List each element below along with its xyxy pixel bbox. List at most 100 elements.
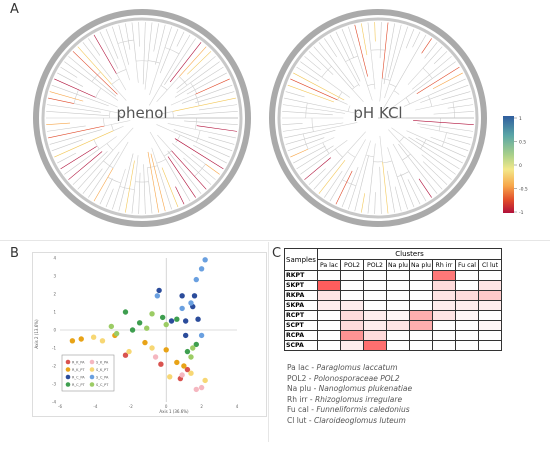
- pca-point: [190, 345, 196, 351]
- tree-branch: [82, 42, 113, 80]
- heatmap-cell: [363, 320, 387, 331]
- tree-branch: [148, 181, 153, 214]
- pca-point: [152, 354, 159, 360]
- tree-arc: [119, 186, 135, 190]
- pca-legend-marker: [65, 374, 71, 380]
- tree-branch: [48, 125, 105, 139]
- tree-arc: [365, 154, 374, 157]
- pca-point: [99, 338, 106, 344]
- tree-arc: [195, 94, 200, 106]
- tree-arc: [164, 47, 180, 55]
- tree-branch: [181, 84, 233, 104]
- pca-point: [188, 370, 194, 376]
- pca-xtick-label: -4: [93, 404, 97, 409]
- cluster-column-header: POL2: [363, 259, 387, 271]
- pca-point: [182, 318, 189, 324]
- tree-arc: [342, 179, 357, 187]
- pca-point: [159, 314, 166, 321]
- tree-branch: [88, 38, 101, 56]
- tree-branch: [46, 111, 109, 116]
- tree-branch: [138, 172, 141, 214]
- tree-branch: [191, 153, 206, 165]
- tree-branch: [125, 160, 135, 213]
- tree-branch: [186, 72, 227, 95]
- tree-branch: [452, 97, 472, 103]
- heatmap-cell: [455, 280, 479, 291]
- heatmap-cell: [409, 270, 433, 281]
- tree-branch: [300, 153, 330, 175]
- tree-branch: [348, 185, 357, 210]
- heatmap-row: RCPT: [284, 310, 502, 321]
- tree-branch: [379, 166, 382, 214]
- tree-arc: [382, 160, 393, 164]
- tree-branch: [324, 170, 343, 198]
- tree-branch: [419, 126, 447, 133]
- pca-point: [78, 336, 84, 342]
- abbreviation-legend: Pa lac - Paraglomus laccatum POL2 - Polon…: [287, 363, 412, 426]
- tree-branch: [148, 85, 162, 106]
- tree-branch: [64, 61, 93, 82]
- pca-point: [129, 327, 136, 333]
- tree-branch: [169, 42, 202, 83]
- tree-branch: [200, 130, 236, 139]
- tree-branch: [195, 91, 235, 103]
- tree-branch: [72, 151, 108, 185]
- abbreviation-code: Fu cal -: [287, 405, 317, 414]
- heatmap-cell: [432, 310, 456, 321]
- abbreviation-species: Polonosporaceae POL2: [313, 373, 400, 383]
- pca-ytick-label: -3: [52, 382, 56, 387]
- tree-branch: [118, 24, 130, 65]
- pca-legend-label: R_K_PA: [72, 360, 85, 364]
- tree-branch: [120, 168, 126, 184]
- tree-arc: [351, 84, 359, 90]
- tree-branch: [348, 111, 360, 115]
- tree-branch: [88, 151, 120, 198]
- tree-branch: [112, 182, 122, 210]
- pca-point: [179, 372, 185, 378]
- pca-point: [182, 332, 189, 339]
- panel-label-b: B: [10, 246, 19, 261]
- pca-point: [195, 316, 201, 322]
- tree-branch: [183, 157, 212, 185]
- tree-branch: [176, 82, 191, 94]
- pca-point: [198, 332, 205, 339]
- pca-point: [168, 318, 175, 324]
- pca-ylabel: Axis 2 (13.6%): [34, 319, 39, 349]
- tree-branch: [354, 139, 366, 158]
- tree-branch: [296, 66, 319, 82]
- pca-point: [108, 323, 115, 330]
- pca-ytick-label: 3: [53, 274, 56, 279]
- tree-branch: [367, 156, 375, 214]
- tree-branch: [282, 111, 333, 116]
- tree-branch: [415, 137, 463, 164]
- tree-branch: [68, 151, 103, 180]
- tree-branch: [184, 120, 238, 125]
- cluster-column-header: Fu cal: [455, 259, 479, 271]
- tree-branch: [193, 144, 227, 164]
- tree-branch: [73, 103, 122, 114]
- tree-arc: [311, 117, 314, 132]
- pca-legend-marker: [89, 367, 95, 372]
- heatmap-cell: [432, 280, 456, 291]
- heatmap-cell: [363, 310, 387, 321]
- heatmap-cell: [340, 270, 364, 281]
- tree-branch: [143, 164, 146, 214]
- tree-branch: [149, 47, 166, 96]
- tree-arc: [399, 136, 405, 142]
- tree-branch: [125, 23, 131, 50]
- tree-branch: [313, 157, 343, 190]
- tree-branch: [57, 72, 84, 87]
- pca-xlabel: Axis 1 (36.6%): [159, 409, 189, 414]
- heatmap-cell: [386, 280, 410, 291]
- heatmap-cell: [432, 300, 456, 311]
- pca-point: [188, 354, 194, 360]
- tree-arc: [397, 171, 410, 178]
- tree-branch: [392, 143, 410, 172]
- tree-ring-inner: [41, 17, 243, 219]
- tree-arc: [393, 90, 400, 95]
- tree-branch: [407, 67, 424, 85]
- tree-branch: [382, 90, 395, 110]
- tree-arc: [452, 102, 455, 119]
- heatmap-cell: [478, 320, 502, 331]
- tree-branch: [425, 139, 466, 158]
